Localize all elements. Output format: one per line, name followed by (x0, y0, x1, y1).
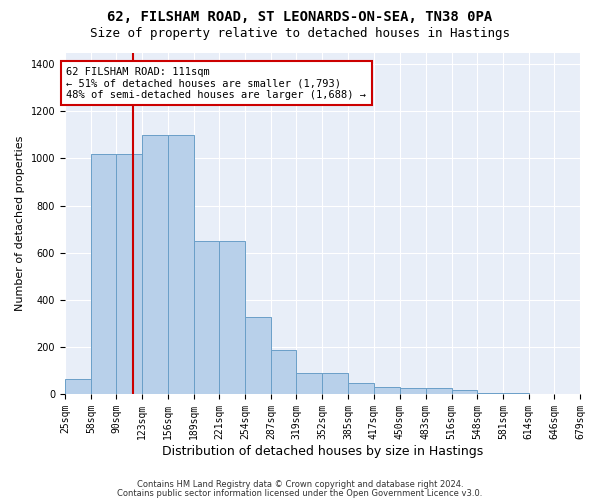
Text: 62, FILSHAM ROAD, ST LEONARDS-ON-SEA, TN38 0PA: 62, FILSHAM ROAD, ST LEONARDS-ON-SEA, TN… (107, 10, 493, 24)
Bar (425, 388, 452, 394)
Y-axis label: Number of detached properties: Number of detached properties (15, 136, 25, 311)
Bar (271, 350, 296, 394)
Bar (296, 373, 322, 394)
Bar (322, 373, 349, 394)
Bar (219, 241, 245, 394)
Bar (194, 241, 219, 394)
Bar (452, 390, 477, 394)
Bar (477, 393, 503, 394)
Text: Contains public sector information licensed under the Open Government Licence v3: Contains public sector information licen… (118, 488, 482, 498)
Bar (374, 387, 400, 394)
Text: Size of property relative to detached houses in Hastings: Size of property relative to detached ho… (90, 28, 510, 40)
Text: Contains HM Land Registry data © Crown copyright and database right 2024.: Contains HM Land Registry data © Crown c… (137, 480, 463, 489)
Bar (91, 154, 116, 394)
Bar (142, 135, 168, 394)
Bar (245, 318, 271, 394)
Bar (116, 154, 142, 394)
X-axis label: Distribution of detached houses by size in Hastings: Distribution of detached houses by size … (162, 444, 483, 458)
Bar (349, 384, 374, 394)
Bar (400, 388, 425, 394)
Text: 62 FILSHAM ROAD: 111sqm
← 51% of detached houses are smaller (1,793)
48% of semi: 62 FILSHAM ROAD: 111sqm ← 51% of detache… (67, 66, 367, 100)
Bar (65, 378, 91, 394)
Bar (168, 135, 194, 394)
